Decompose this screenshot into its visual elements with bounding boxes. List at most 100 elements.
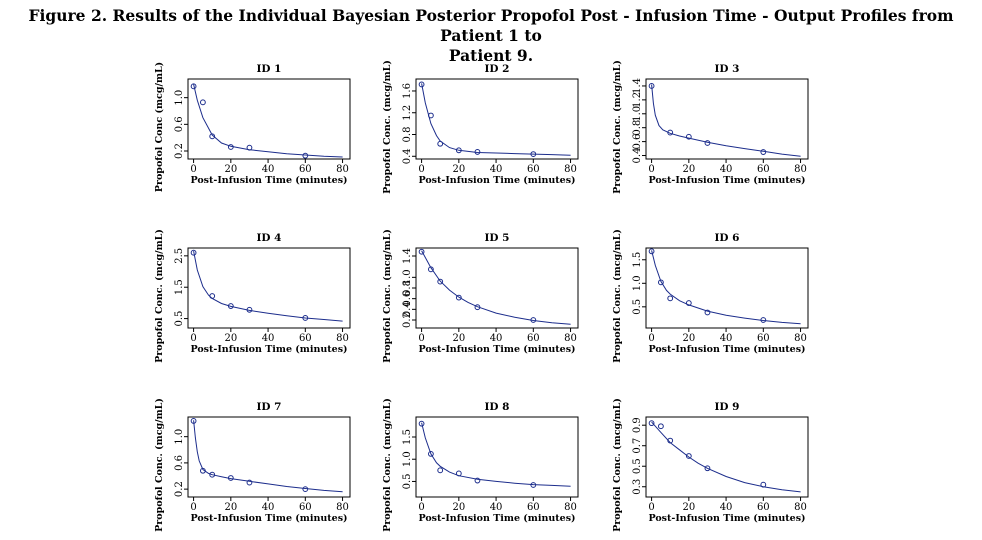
y-axis-label: Propofol Conc. (mcg/mL) <box>154 229 165 363</box>
y-tick-label: 1.2 <box>402 105 413 121</box>
x-axis-label: Post-Infusion Time (minutes) <box>418 175 575 186</box>
plot-frame <box>415 416 579 498</box>
fit-curve <box>421 250 571 325</box>
y-tick-label: 0.7 <box>632 438 643 454</box>
x-tick-label: 0 <box>418 502 424 513</box>
data-point <box>302 152 309 159</box>
x-tick-label: 0 <box>418 164 424 175</box>
data-point <box>199 467 206 474</box>
x-tick-label: 20 <box>224 164 237 175</box>
y-axis-label: Propofol Conc. (mcg/mL) <box>612 398 623 532</box>
x-tick-label: 80 <box>336 164 349 175</box>
x-tick-label: 40 <box>720 164 733 175</box>
data-point <box>427 266 434 273</box>
y-tick-label: 1.2 <box>632 92 643 108</box>
y-tick-label: 1.0 <box>174 90 185 106</box>
y-axis-label: Propofol Conc. (mcg/mL) <box>382 229 393 363</box>
data-point <box>657 279 664 286</box>
plot-frame <box>645 247 809 329</box>
data-point <box>760 149 767 155</box>
y-tick-label: 0.5 <box>174 311 185 327</box>
plot-frame <box>645 78 809 160</box>
y-tick-label: 1.5 <box>174 279 185 295</box>
x-tick-label: 80 <box>564 333 577 344</box>
y-axis-label: Propofol Conc. (mcg/mL) <box>612 60 623 194</box>
x-tick-label: 80 <box>794 502 807 513</box>
x-tick-label: 0 <box>648 502 654 513</box>
plot-title: ID 8 <box>485 401 510 413</box>
y-tick-label: 0.8 <box>402 280 413 296</box>
data-point <box>209 293 216 299</box>
data-point <box>704 309 711 316</box>
x-tick-label: 60 <box>527 333 540 344</box>
data-point <box>667 437 674 444</box>
data-point <box>302 315 309 321</box>
data-point <box>437 140 444 147</box>
x-tick-label: 0 <box>190 333 196 344</box>
y-tick-label: 1.4 <box>402 248 413 264</box>
x-tick-label: 40 <box>490 333 503 344</box>
data-point <box>667 129 674 136</box>
x-tick-label: 20 <box>682 502 695 513</box>
data-point <box>648 248 655 255</box>
plot-4: ID 4 0 20 40 60 80 0.5 1.5 2.5 Post-Infusion Time… <box>154 229 351 363</box>
data-point <box>302 486 309 493</box>
y-tick-label: 1.0 <box>632 106 643 122</box>
x-tick-label: 80 <box>336 333 349 344</box>
y-tick-label: 0.2 <box>174 143 185 159</box>
data-point <box>474 477 481 484</box>
plot-title: ID 5 <box>485 232 510 244</box>
data-point <box>199 99 206 106</box>
x-tick-label: 80 <box>794 333 807 344</box>
fit-curve <box>193 420 343 493</box>
data-point <box>227 144 234 150</box>
plot-title: ID 7 <box>257 401 282 413</box>
fit-curve <box>193 251 343 322</box>
data-point <box>657 423 664 430</box>
x-axis-label: Post-Infusion Time (minutes) <box>648 344 805 355</box>
data-point <box>418 81 425 88</box>
data-point <box>190 83 197 90</box>
x-tick-label: 40 <box>262 333 275 344</box>
y-tick-label: 0.6 <box>174 116 185 132</box>
fit-curve <box>421 422 571 487</box>
y-tick-label: 1.5 <box>402 429 413 445</box>
x-axis-label: Post-Infusion Time (minutes) <box>418 513 575 524</box>
data-point <box>530 151 537 158</box>
y-tick-label: 0.2 <box>402 312 413 328</box>
data-point <box>704 465 711 472</box>
data-point <box>474 304 481 311</box>
plot-frame <box>415 78 579 160</box>
data-point <box>455 470 462 477</box>
y-tick-label: 0.9 <box>632 417 643 433</box>
plot-title: ID 2 <box>485 63 510 75</box>
x-tick-label: 20 <box>682 164 695 175</box>
data-point <box>648 420 655 427</box>
y-tick-label: 0.6 <box>402 291 413 307</box>
data-point <box>437 467 444 474</box>
x-tick-label: 60 <box>757 164 770 175</box>
x-tick-label: 40 <box>720 502 733 513</box>
data-point <box>437 278 444 285</box>
x-tick-label: 60 <box>527 164 540 175</box>
y-tick-label: 0.4 <box>632 148 643 164</box>
y-tick-label: 0.5 <box>632 299 643 315</box>
x-tick-label: 40 <box>720 333 733 344</box>
x-tick-label: 0 <box>190 164 196 175</box>
plot-8: ID 8 0 20 40 60 80 0.5 1.0 1.5 Post-Infusion Time… <box>382 398 579 532</box>
y-axis-label: Propofol Conc. (mcg/mL) <box>382 60 393 194</box>
x-tick-label: 20 <box>224 502 237 513</box>
x-tick-label: 60 <box>299 502 312 513</box>
plot-2: ID 2 0 20 40 60 80 0.4 0.8 1.2 1.6 Post-Infusion T… <box>382 60 579 194</box>
figure-title-line-2: Patient 9. <box>448 46 534 65</box>
x-axis-label: Post-Infusion Time (minutes) <box>418 344 575 355</box>
data-point <box>704 140 711 146</box>
data-point <box>455 147 462 154</box>
plot-title: ID 6 <box>715 232 740 244</box>
x-tick-label: 80 <box>794 164 807 175</box>
fit-curve <box>651 84 801 157</box>
plot-title: ID 9 <box>715 401 740 413</box>
fit-curve <box>421 83 571 156</box>
data-point <box>530 317 537 323</box>
